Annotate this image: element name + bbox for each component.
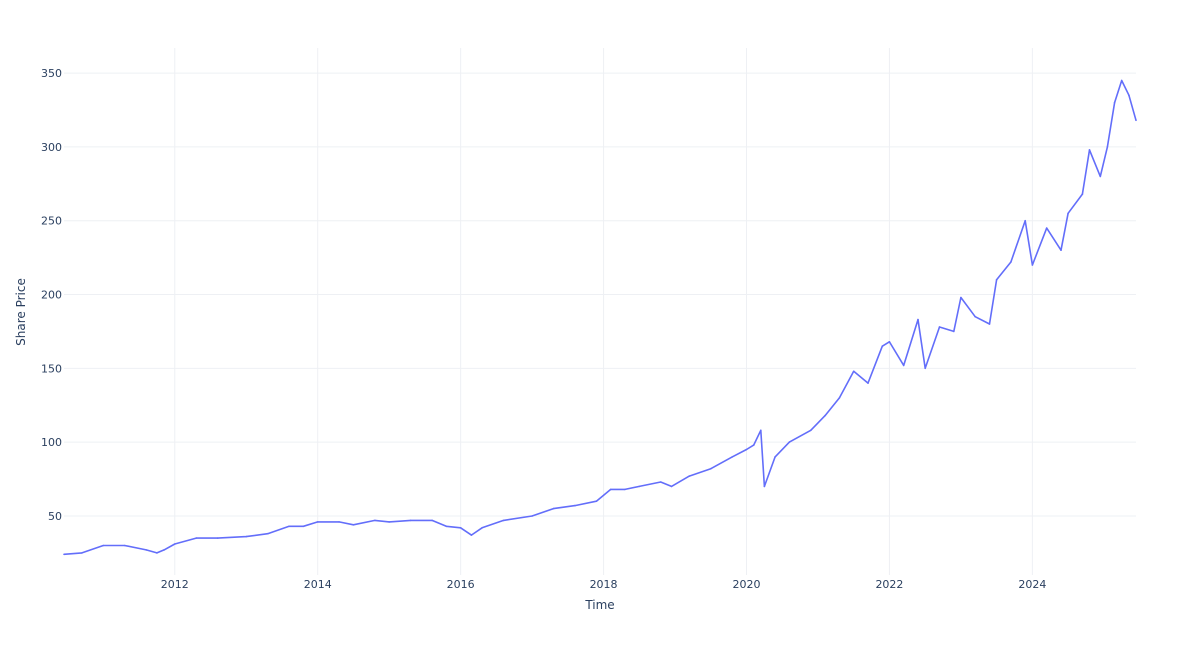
data-point [445,525,448,528]
y-tick-label: 250 [41,215,62,228]
x-tick-label: 2022 [875,578,903,591]
data-point [338,521,340,523]
data-point [302,525,305,528]
data-point [745,448,748,451]
data-point [1031,264,1034,266]
data-point [995,279,998,281]
x-tick-label: 2020 [733,578,761,591]
data-point [216,537,219,539]
data-point [638,485,641,488]
gridlines [64,48,1136,575]
y-axis-title: Share Price [14,278,28,346]
data-point [470,534,473,536]
data-point [731,456,733,458]
data-point [1135,119,1137,122]
data-point [531,515,533,517]
data-point [938,326,941,328]
data-point [1088,149,1091,151]
data-point [552,507,555,510]
data-point [763,485,766,488]
data-point [774,456,776,458]
x-tick-label: 2018 [590,578,618,591]
data-point [431,519,433,522]
data-point [659,481,662,483]
data-point [1099,175,1102,178]
data-point [1128,94,1130,96]
data-point [145,549,147,551]
data-point [123,544,126,547]
y-tick-label: 350 [41,67,62,80]
y-tick-label: 300 [41,141,62,154]
data-point [953,330,955,333]
y-tick-label: 200 [41,289,62,302]
x-tick-labels: 2012 2014 2016 2018 2020 2022 2024 [161,578,1047,591]
data-point [924,367,926,370]
data-point [1081,193,1084,195]
data-point [156,552,158,554]
y-tick-label: 100 [41,436,62,449]
data-point [195,537,197,539]
data-point [670,485,673,488]
data-point [174,543,176,545]
x-tick-label: 2024 [1018,578,1046,591]
data-point [960,296,962,299]
data-point [688,475,691,477]
x-axis-title: Time [584,598,614,612]
data-point [595,500,598,503]
y-tick-labels: 50 100 150 200 250 300 350 [41,67,62,523]
data-point [81,552,83,554]
y-tick-label: 150 [41,362,62,375]
data-point [409,519,412,522]
data-point [624,488,626,491]
data-point [352,524,355,526]
data-point [1024,219,1026,222]
data-point [266,532,269,535]
data-point [459,527,462,529]
data-point [316,521,319,523]
data-point [867,382,869,384]
data-point [838,397,841,399]
data-point [917,318,919,321]
data-point [163,549,165,551]
data-point [1045,227,1048,229]
share-price-line [63,79,1137,556]
data-point [974,315,976,318]
data-point [1067,212,1069,215]
data-point [288,525,290,528]
data-point [481,527,483,529]
data-point [1106,146,1109,148]
data-point [902,364,905,367]
data-point [888,341,891,343]
data-point [760,429,762,432]
data-point [574,504,576,507]
data-point [374,519,376,522]
data-point [752,444,755,446]
data-point [502,519,505,522]
data-point [388,521,391,523]
data-point [1113,101,1116,104]
x-tick-label: 2016 [447,578,475,591]
data-point [245,535,247,538]
data-point [852,370,855,373]
data-point [988,323,991,325]
data-point [788,441,791,443]
data-point [881,345,884,348]
data-point [102,544,105,547]
data-point [710,467,712,470]
data-point [824,414,826,417]
y-tick-label: 50 [48,510,62,523]
series-layer [63,79,1137,556]
x-tick-label: 2014 [304,578,332,591]
data-point [1120,79,1123,82]
data-point [1010,261,1012,263]
data-point [609,488,612,491]
data-point [810,429,812,432]
x-tick-label: 2012 [161,578,189,591]
data-point [63,553,65,556]
data-point [1060,249,1062,251]
